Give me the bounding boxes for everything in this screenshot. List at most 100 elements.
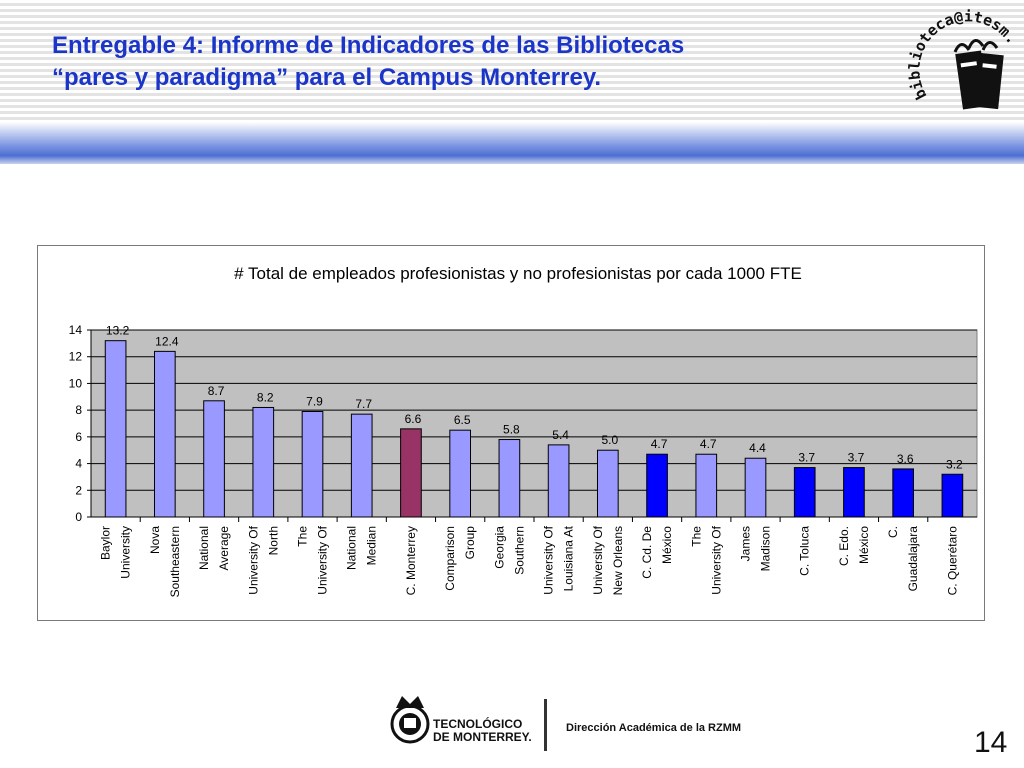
- x-tick-label: Guadalajara: [906, 526, 920, 592]
- bar: [547, 444, 570, 518]
- data-label: 4.7: [651, 437, 668, 451]
- chart-frame: # Total de empleados profesionistas y no…: [37, 245, 985, 621]
- bar: [843, 467, 865, 518]
- bar: [892, 468, 915, 518]
- bar: [350, 413, 373, 518]
- bar: [941, 473, 964, 518]
- data-label: 5.8: [503, 423, 520, 437]
- tec-seal-icon: [390, 696, 430, 744]
- x-tick-label: University Of: [709, 525, 723, 594]
- x-tick-label: University: [119, 526, 133, 579]
- bar: [596, 449, 619, 518]
- data-label: 7.9: [306, 394, 323, 408]
- x-tick-label: North: [266, 526, 280, 555]
- bar: [744, 457, 767, 518]
- x-tick-label: C. Monterrey: [404, 526, 418, 595]
- x-tick-label: Median: [365, 526, 379, 565]
- x-tick-label: México: [857, 526, 871, 564]
- bar: [498, 439, 521, 518]
- data-label: 6.6: [405, 412, 422, 426]
- plot-area: [90, 329, 978, 518]
- slide-title-line2: “pares y paradigma” para el Campus Monte…: [52, 64, 602, 91]
- x-tick-label: Average: [217, 526, 231, 571]
- data-label: 5.0: [601, 433, 618, 447]
- x-tick-label: National: [345, 526, 359, 570]
- gridlines: [91, 329, 977, 491]
- footer-logo-line1: TECNOLÓGICO: [433, 716, 522, 731]
- footer-logo-line2: DE MONTERREY.: [433, 730, 532, 744]
- data-label: 12.4: [155, 334, 179, 348]
- data-label: 7.7: [355, 397, 372, 411]
- x-tick-label: México: [660, 526, 674, 564]
- data-label: 4.4: [749, 441, 766, 455]
- bar: [252, 406, 275, 518]
- data-label: 4.7: [700, 437, 717, 451]
- biblioteca-logo: biblioteca@itesm.mx: [905, 8, 1015, 110]
- y-tick-label: 2: [75, 483, 82, 497]
- x-tick-label: University Of: [542, 525, 556, 594]
- x-tick-label: Georgia: [492, 526, 506, 569]
- data-label: 3.7: [848, 451, 865, 465]
- x-tick-label: The: [296, 526, 310, 547]
- y-tick-label: 12: [69, 350, 83, 364]
- bar: [646, 453, 668, 518]
- x-tick-label: University Of: [316, 525, 330, 594]
- x-tick-label: C.: [886, 526, 900, 538]
- y-tick-label: 8: [75, 403, 82, 417]
- page-number: 14: [974, 726, 1008, 759]
- x-tick-label: University Of: [246, 525, 260, 594]
- header-stripes: [0, 0, 1024, 122]
- books-icon: [953, 39, 1004, 110]
- bar: [793, 467, 816, 518]
- header-gradient-bar: [0, 122, 1024, 164]
- bar: [153, 350, 176, 518]
- footer-text: Dirección Académica de la RZMM: [566, 722, 742, 734]
- x-tick-label: C. Edo.: [837, 526, 851, 566]
- x-tick-label: Nova: [148, 526, 162, 554]
- x-tick-label: James: [739, 526, 753, 561]
- x-tick-label: National: [197, 526, 211, 570]
- y-tick-label: 6: [75, 430, 82, 444]
- x-tick-label: C. Cd. De: [640, 526, 654, 579]
- x-tick-label: The: [689, 526, 703, 547]
- data-label: 13.2: [106, 324, 130, 338]
- data-label: 6.5: [454, 413, 471, 427]
- y-axis-ticks: 0 2 4 6 8 10 12 14: [69, 323, 91, 524]
- x-tick-label: Baylor: [99, 526, 113, 560]
- slide-title: Entregable 4: Informe de Indicadores de …: [52, 30, 684, 94]
- bar: [449, 429, 472, 518]
- x-tick-label: Comparison: [443, 526, 457, 591]
- bar: [301, 410, 324, 518]
- x-tick-label: Group: [463, 526, 477, 560]
- data-label: 5.4: [552, 428, 569, 442]
- bar: [695, 453, 718, 518]
- x-tick-label: C. Querétaro: [945, 526, 959, 596]
- bar: [104, 340, 127, 518]
- chart-title: # Total de empleados profesionistas y no…: [234, 264, 802, 283]
- data-label: 3.6: [897, 452, 914, 466]
- footer-divider: [544, 699, 547, 751]
- x-tick-label: Southeastern: [168, 526, 182, 597]
- data-label: 8.7: [208, 384, 225, 398]
- tecnologico-logo: TECNOLÓGICO DE MONTERREY.: [390, 696, 532, 744]
- data-label: 8.2: [257, 390, 274, 404]
- y-tick-label: 0: [75, 510, 82, 524]
- value-labels: 13.2 12.4 8.7 8.2 7.9 7.7 6.6 6.5 5.8 5.4 5.0 4.7 4.…: [106, 324, 963, 472]
- x-tick-label: New Orleans: [611, 526, 625, 595]
- bar: [203, 400, 225, 518]
- data-label: 3.2: [946, 457, 963, 471]
- bars: [104, 340, 964, 518]
- data-label: 3.7: [798, 451, 815, 465]
- x-tick-label: C. Toluca: [798, 526, 812, 576]
- bar-chart: # Total de empleados profesionistas y no…: [69, 264, 978, 597]
- x-tick-label: Madison: [759, 526, 773, 571]
- x-tick-label: Louisiana At: [562, 525, 576, 591]
- y-tick-label: 14: [69, 323, 83, 337]
- bar: [400, 428, 422, 518]
- y-tick-label: 10: [69, 376, 83, 390]
- y-tick-label: 4: [75, 457, 82, 471]
- x-tick-label: University Of: [591, 525, 605, 594]
- slide-title-line1: Entregable 4: Informe de Indicadores de …: [52, 32, 685, 59]
- x-tick-label: Southern: [512, 526, 526, 575]
- x-axis-labels: Baylor University Nova Southeastern National…: [99, 517, 959, 597]
